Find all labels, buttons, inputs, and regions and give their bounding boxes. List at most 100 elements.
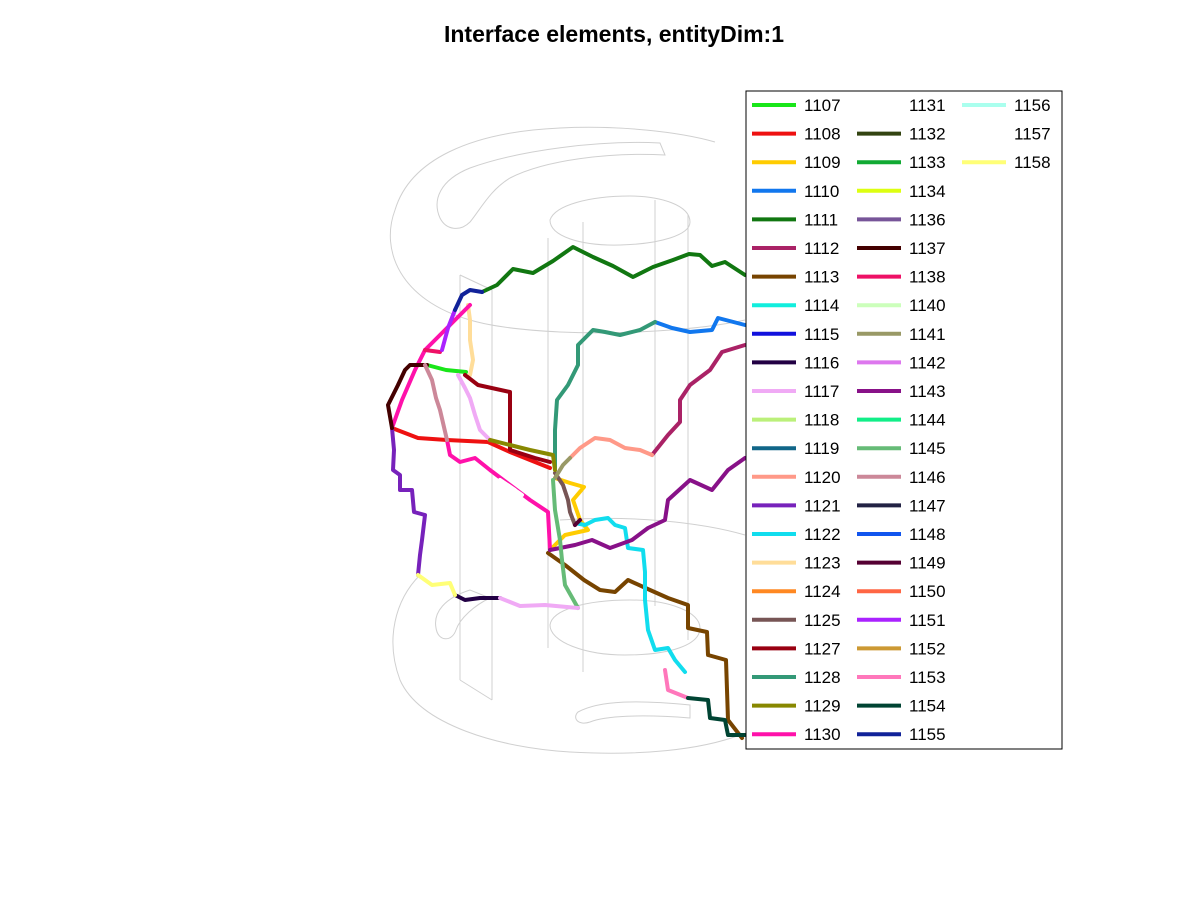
legend-item: 1130: [752, 725, 841, 744]
legend-label: 1152: [909, 639, 946, 658]
legend-item: 1134: [857, 182, 946, 201]
curve-1125: [553, 471, 577, 527]
curve-1137: [386, 363, 429, 430]
legend-item: 1144: [857, 411, 946, 430]
curve-1158: [416, 573, 457, 597]
curve-1141: [553, 456, 572, 480]
curve-1157: [498, 478, 517, 492]
legend-label: 1116: [804, 353, 839, 372]
legend-item: 1127: [752, 639, 841, 658]
curve-1109: [550, 476, 590, 550]
curve-1128: [553, 320, 657, 470]
legend-item: 1128: [752, 668, 841, 687]
legend-label: 1124: [804, 582, 841, 601]
curve-1117b: [498, 596, 580, 610]
legend-label: 1144: [909, 411, 946, 430]
legend-label: 1110: [804, 182, 839, 201]
legend-item: 1143: [857, 382, 946, 401]
legend-label: 1141: [909, 325, 946, 344]
legend-label: 1137: [909, 239, 946, 258]
legend-label: 1123: [804, 554, 841, 573]
legend-label: 1150: [909, 582, 946, 601]
legend-label: 1107: [804, 96, 841, 115]
legend-label: 1114: [804, 296, 839, 315]
legend-label: 1133: [909, 153, 946, 172]
top-inner-contour: [436, 141, 666, 229]
legend-item: 1131: [857, 96, 946, 115]
legend-label: 1119: [804, 439, 839, 458]
legend-label: 1125: [804, 611, 841, 630]
legend-item: 1115: [752, 325, 839, 344]
curve-1117: [456, 373, 492, 442]
legend-label: 1112: [804, 239, 839, 258]
legend-item: 1137: [857, 239, 946, 258]
curve-1155: [453, 288, 484, 312]
legend-label: 1149: [909, 554, 946, 573]
curve-1138: [423, 348, 442, 354]
legend-item: 1141: [857, 325, 946, 344]
legend-item: 1110: [752, 182, 839, 201]
curve-1154: [686, 696, 747, 737]
legend-item: 1129: [752, 697, 841, 716]
legend-item: 1124: [752, 582, 841, 601]
legend-item: 1122: [752, 525, 841, 544]
bottom-hole: [549, 599, 701, 656]
chart-title: Interface elements, entityDim:1: [444, 21, 784, 47]
curve-1116: [453, 593, 502, 602]
legend-label: 1153: [909, 668, 946, 687]
legend-label: 1136: [909, 210, 946, 229]
legend-label: 1146: [909, 468, 946, 487]
legend-label: 1142: [909, 353, 946, 372]
legend-item: 1109: [752, 153, 841, 172]
legend-label: 1154: [909, 697, 946, 716]
legend-item: 1114: [752, 296, 839, 315]
curves-layer: [386, 245, 747, 740]
legend-label: 1113: [804, 268, 839, 287]
legend-label: 1145: [909, 439, 946, 458]
legend-item: 1119: [752, 439, 839, 458]
legend-label: 1134: [909, 182, 946, 201]
legend-item: 1158: [962, 153, 1051, 172]
legend-label: 1131: [909, 96, 946, 115]
legend-item: 1149: [857, 554, 946, 573]
legend-item: 1111: [752, 210, 838, 229]
legend-entries: 1107 1108 1109 1110 1111 1112 1113 1114 1115 1116…: [752, 96, 1051, 744]
legend-item: 1118: [752, 411, 839, 430]
legend-item: 1151: [857, 611, 946, 630]
legend-label: 1158: [1014, 153, 1051, 172]
curve-1120: [568, 436, 654, 460]
curve-1143: [548, 456, 747, 552]
legend-item: 1148: [857, 525, 946, 544]
legend-item: 1112: [752, 239, 839, 258]
legend-label: 1151: [909, 611, 946, 630]
legend-label: 1129: [804, 697, 841, 716]
legend-label: 1155: [909, 725, 946, 744]
legend-label: 1108: [804, 125, 841, 144]
curve-1113: [546, 551, 744, 740]
legend-label: 1140: [909, 296, 946, 315]
legend-item: 1113: [752, 268, 839, 287]
curve-1122: [573, 516, 687, 674]
legend-label: 1130: [804, 725, 841, 744]
legend-item: 1107: [752, 96, 841, 115]
curve-1123: [466, 303, 475, 377]
legend-item: 1147: [857, 496, 946, 515]
legend-label: 1148: [909, 525, 946, 544]
legend-item: 1133: [857, 153, 946, 172]
legend-label: 1122: [804, 525, 841, 544]
legend-item: 1142: [857, 353, 946, 372]
legend-label: 1138: [909, 268, 946, 287]
legend-label: 1109: [804, 153, 841, 172]
legend-item: 1154: [857, 697, 946, 716]
legend-label: 1132: [909, 125, 946, 144]
top-outer-contour: [389, 126, 746, 334]
legend-label: 1115: [804, 325, 839, 344]
legend-item: 1150: [857, 582, 946, 601]
curve-1145: [551, 478, 580, 610]
legend-label: 1120: [804, 468, 841, 487]
legend-item: 1155: [857, 725, 946, 744]
legend-item: 1145: [857, 439, 946, 458]
legend-item: 1156: [962, 96, 1051, 115]
legend-item: 1117: [752, 382, 839, 401]
